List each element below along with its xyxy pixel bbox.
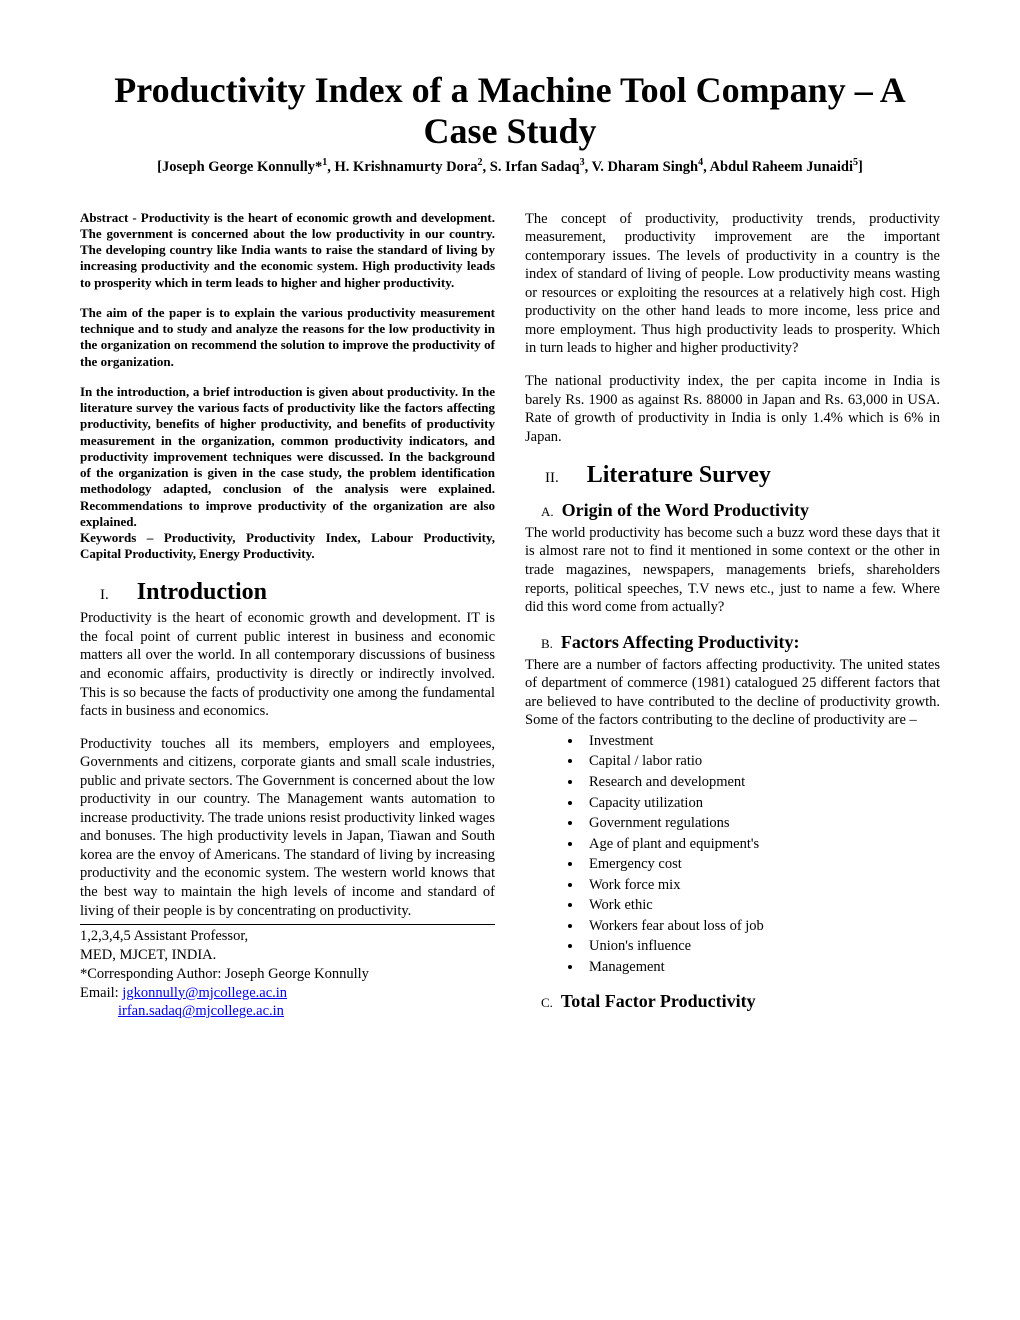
intro-p2: Productivity touches all its members, em… [80, 735, 495, 920]
list-item: Union's influence [583, 937, 940, 956]
list-item: Research and development [583, 773, 940, 792]
paper-title: Productivity Index of a Machine Tool Com… [80, 70, 940, 153]
right-column: The concept of productivity, productivit… [525, 210, 940, 1022]
footnote-email-line: Email: jgkonnully@mjcollege.ac.in [80, 984, 495, 1003]
email-label: Email: [80, 985, 122, 1001]
subsection-a-heading: A. Origin of the Word Productivity [525, 499, 940, 522]
abstract-p3: In the introduction, a brief introductio… [80, 384, 495, 530]
section-litsurvey-heading: II. Literature Survey [525, 460, 940, 491]
email-link-2[interactable]: irfan.sadaq@mjcollege.ac.in [118, 1003, 284, 1019]
section-title: Literature Survey [587, 462, 771, 488]
list-item: Investment [583, 732, 940, 751]
footnote-line: MED, MJCET, INDIA. [80, 946, 495, 965]
abstract-keywords: Keywords – Productivity, Productivity In… [80, 530, 495, 563]
footnote-line: *Corresponding Author: Joseph George Kon… [80, 965, 495, 984]
subsection-letter: C. [541, 995, 553, 1010]
subsection-letter: A. [541, 504, 554, 519]
left-column: Abstract - Productivity is the heart of … [80, 210, 495, 1022]
section-number: II. [545, 470, 559, 486]
footnote-block: 1,2,3,4,5 Assistant Professor, MED, MJCE… [80, 924, 495, 1021]
list-item: Government regulations [583, 814, 940, 833]
subA-p: The world productivity has become such a… [525, 524, 940, 617]
list-item: Management [583, 958, 940, 977]
list-item: Age of plant and equipment's [583, 835, 940, 854]
list-item: Emergency cost [583, 855, 940, 874]
list-item: Work force mix [583, 876, 940, 895]
footnote-line: 1,2,3,4,5 Assistant Professor, [80, 927, 495, 946]
col2-p1: The concept of productivity, productivit… [525, 210, 940, 358]
factors-list: InvestmentCapital / labor ratio Research … [583, 732, 940, 977]
list-item: Work ethic [583, 896, 940, 915]
abstract-p2: The aim of the paper is to explain the v… [80, 305, 495, 370]
subB-p: There are a number of factors affecting … [525, 656, 940, 730]
subsection-letter: B. [541, 636, 553, 651]
subsection-title: Total Factor Productivity [561, 991, 756, 1011]
author-line: [Joseph George Konnully*1, H. Krishnamur… [80, 157, 940, 176]
section-number: I. [100, 587, 109, 603]
subsection-title: Origin of the Word Productivity [562, 500, 809, 520]
intro-p1: Productivity is the heart of economic gr… [80, 609, 495, 720]
abstract-p1: Abstract - Productivity is the heart of … [80, 210, 495, 291]
section-introduction-heading: I. Introduction [80, 577, 495, 608]
abstract-block: Abstract - Productivity is the heart of … [80, 210, 495, 563]
subsection-c-heading: C. Total Factor Productivity [525, 990, 940, 1013]
section-title: Introduction [137, 579, 267, 605]
subsection-b-heading: B. Factors Affecting Productivity: [525, 631, 940, 654]
footnote-email-line: irfan.sadaq@mjcollege.ac.in [118, 1002, 495, 1021]
subsection-title: Factors Affecting Productivity: [561, 632, 800, 652]
list-item: Capital / labor ratio [583, 752, 940, 771]
list-item: Workers fear about loss of job [583, 917, 940, 936]
list-item: Capacity utilization [583, 794, 940, 813]
col2-p2: The national productivity index, the per… [525, 372, 940, 446]
email-link-1[interactable]: jgkonnully@mjcollege.ac.in [122, 985, 287, 1001]
two-column-layout: Abstract - Productivity is the heart of … [80, 210, 940, 1022]
